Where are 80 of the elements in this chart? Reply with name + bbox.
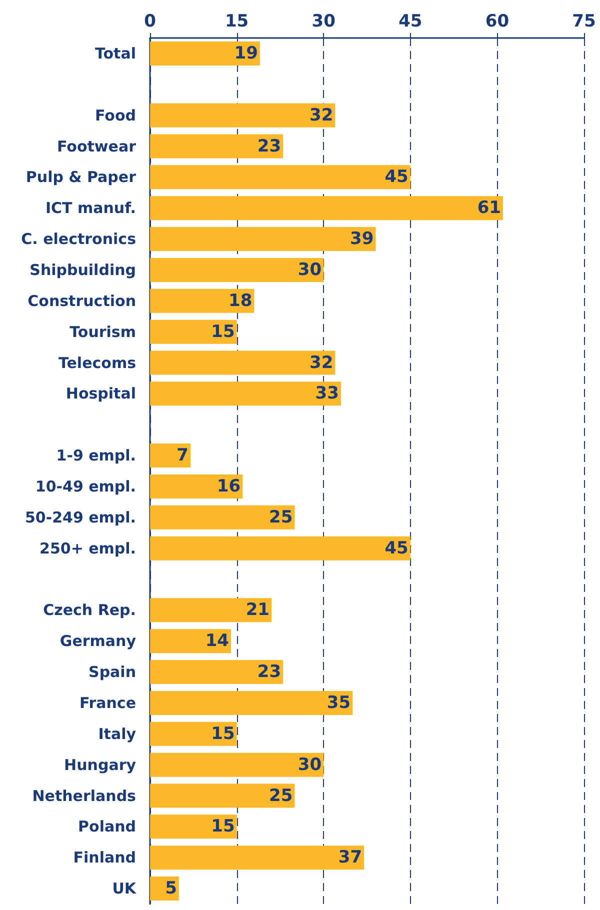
data-label: 19 xyxy=(234,43,258,64)
x-tick-label: 30 xyxy=(312,12,336,32)
data-label: 25 xyxy=(268,507,293,528)
y-tick-label: Italy xyxy=(98,724,136,743)
bar xyxy=(150,722,237,746)
bar xyxy=(150,103,336,128)
bar xyxy=(150,350,336,375)
bar xyxy=(150,690,353,715)
y-tick-label: Netherlands xyxy=(32,786,136,805)
data-label: 5 xyxy=(165,878,177,899)
data-label: 45 xyxy=(384,538,408,558)
bar xyxy=(150,536,410,560)
y-tick-label: Shipbuilding xyxy=(30,260,136,279)
bar xyxy=(150,196,503,220)
data-label: 35 xyxy=(326,692,351,713)
y-tick-label: Total xyxy=(95,44,136,62)
y-tick-label: Finland xyxy=(73,848,136,867)
y-tick-label: Food xyxy=(95,106,136,124)
data-label: 45 xyxy=(384,167,408,188)
data-label: 23 xyxy=(257,662,282,682)
x-tick-label: 75 xyxy=(572,12,596,32)
y-tick-label: Germany xyxy=(60,632,136,650)
x-tick-label: 60 xyxy=(485,12,510,32)
bar xyxy=(150,382,341,406)
data-label: 23 xyxy=(257,136,282,156)
bar xyxy=(150,134,284,158)
y-tick-label: Hospital xyxy=(66,384,136,403)
y-tick-label: 1-9 empl. xyxy=(56,446,136,465)
x-tick-label: 15 xyxy=(224,12,249,32)
bar xyxy=(150,598,272,622)
bar xyxy=(150,814,237,839)
bar xyxy=(150,41,260,66)
bar xyxy=(150,474,243,498)
bar xyxy=(150,320,237,344)
y-tick-label: 10-49 empl. xyxy=(35,477,136,496)
y-tick-label: Hungary xyxy=(64,756,136,774)
bar xyxy=(150,165,410,190)
y-tick-label: Construction xyxy=(28,292,136,310)
data-label: 30 xyxy=(298,260,322,280)
x-tick-label: 45 xyxy=(398,12,422,32)
y-tick-label: C. electronics xyxy=(21,230,136,248)
data-label: 39 xyxy=(350,229,374,250)
bar xyxy=(150,505,295,530)
y-tick-label: Tourism xyxy=(70,322,136,341)
data-label: 14 xyxy=(205,631,230,652)
data-label: 32 xyxy=(310,105,334,126)
data-label: 18 xyxy=(228,290,252,311)
bar xyxy=(150,258,324,282)
data-label: 7 xyxy=(176,446,189,466)
data-label: 37 xyxy=(338,848,362,868)
data-label: 30 xyxy=(298,754,322,775)
data-label: 32 xyxy=(310,352,334,373)
y-tick-label: Pulp & Paper xyxy=(26,168,137,186)
y-tick-label: Telecoms xyxy=(58,354,136,372)
data-label: 15 xyxy=(211,724,235,744)
data-label: 15 xyxy=(211,322,235,342)
y-tick-label: UK xyxy=(112,880,138,898)
y-tick-label: Poland xyxy=(78,818,136,836)
bar xyxy=(150,444,191,468)
data-label: 16 xyxy=(216,476,241,496)
y-tick-label: 50-249 empl. xyxy=(24,508,136,526)
data-label: 21 xyxy=(246,600,270,620)
data-label: 61 xyxy=(477,198,501,218)
bar xyxy=(150,660,284,684)
bar xyxy=(150,629,232,654)
y-tick-label: Spain xyxy=(88,663,136,682)
y-tick-label: Footwear xyxy=(57,137,137,156)
y-tick-label: France xyxy=(79,694,136,712)
y-tick-label: Czech Rep. xyxy=(43,601,136,620)
x-tick-label: 0 xyxy=(144,12,156,32)
bar xyxy=(150,288,254,313)
bar xyxy=(150,784,295,808)
y-tick-label: ICT manuf. xyxy=(45,199,136,218)
data-label: 33 xyxy=(315,384,339,404)
data-label: 25 xyxy=(268,786,293,806)
y-tick-label: 250+ empl. xyxy=(40,539,136,558)
data-label: 15 xyxy=(211,816,235,837)
bar xyxy=(150,752,324,777)
bar xyxy=(150,846,364,870)
bar xyxy=(150,227,376,252)
